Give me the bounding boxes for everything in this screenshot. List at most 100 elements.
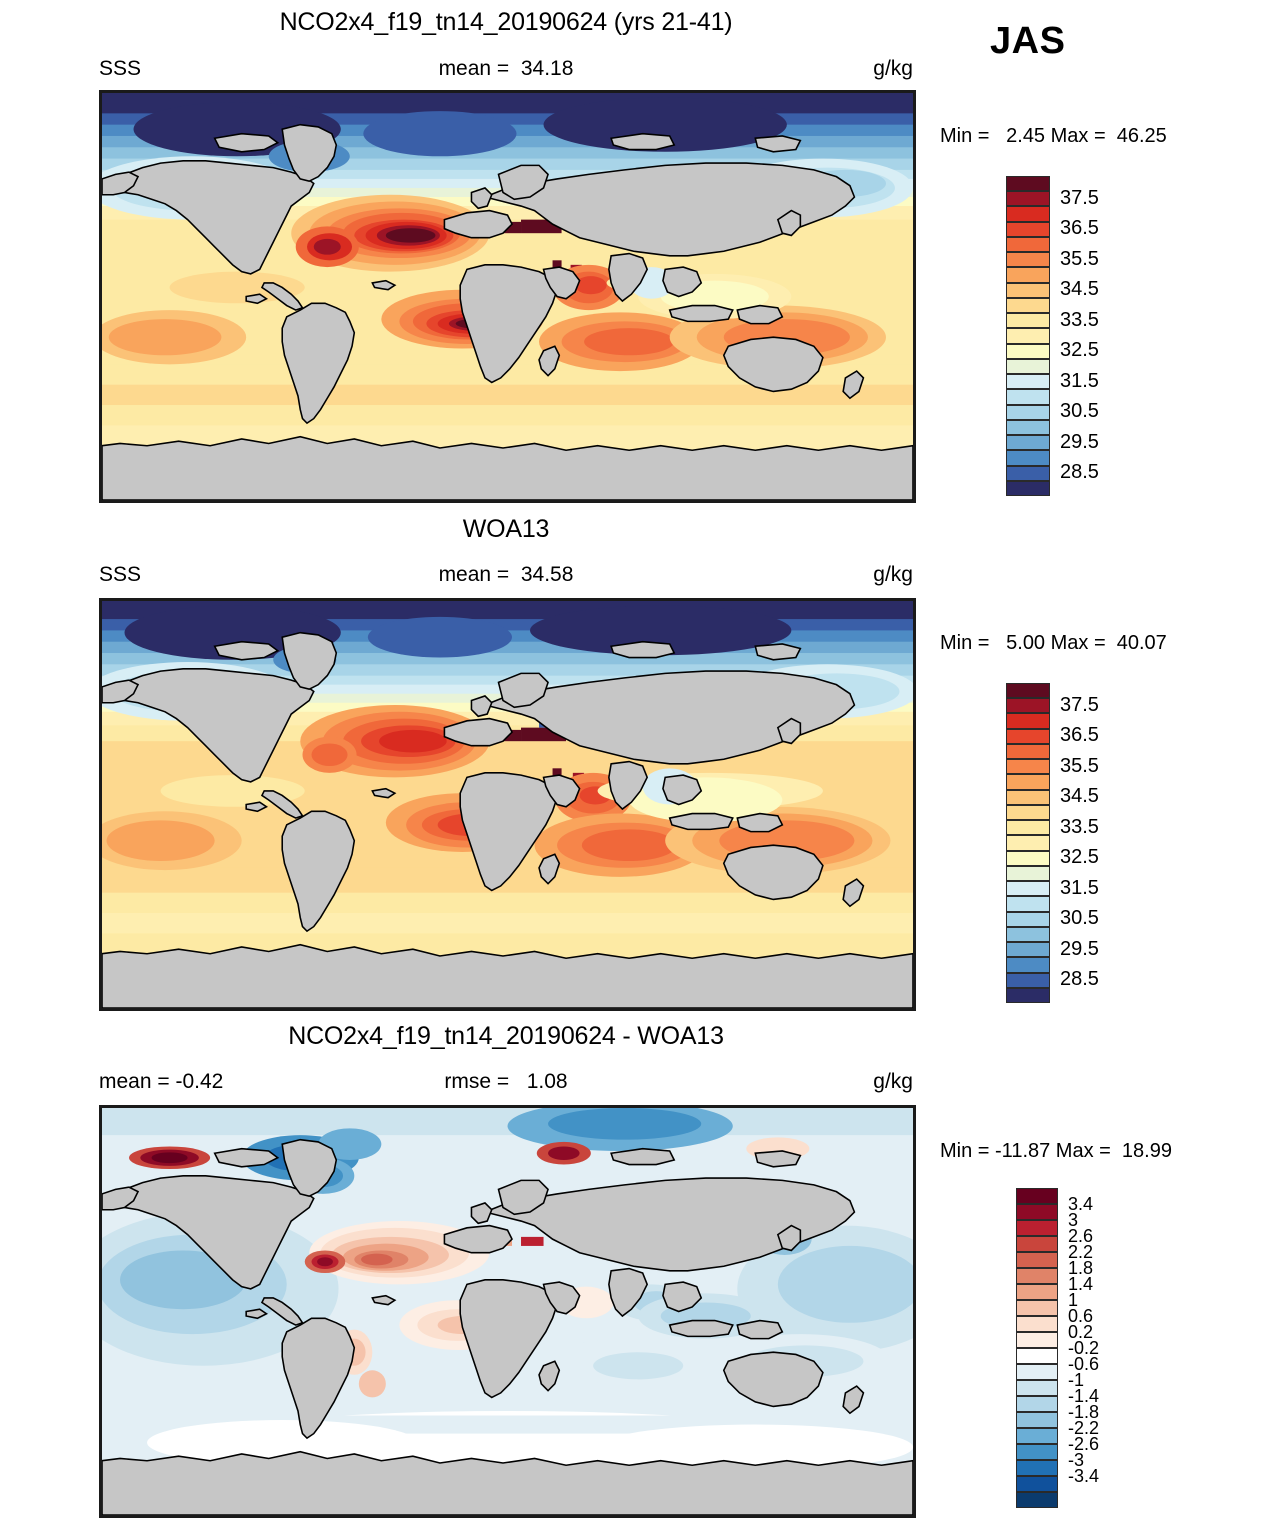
colorbar-segment — [1006, 759, 1050, 775]
colorbar-tick-label: 3 — [1068, 1210, 1079, 1230]
colorbar-tick-label: 35.5 — [1060, 754, 1099, 777]
colorbar-segment — [1016, 1332, 1058, 1348]
colorbar-tick-label: 0.2 — [1068, 1322, 1094, 1342]
map-model — [99, 90, 916, 503]
colorbar-segment — [1016, 1316, 1058, 1332]
panel-diff-title: NCO2x4_f19_tn14_20190624 - WOA13 — [288, 1022, 724, 1050]
colorbar-tick-label: 34.5 — [1060, 278, 1099, 301]
colorbar-segment — [1006, 743, 1050, 760]
colorbar-tick-label: 28.5 — [1060, 968, 1099, 991]
colorbar-segment — [1016, 1460, 1058, 1476]
colorbar-tick-label: 36.5 — [1060, 724, 1099, 747]
panel-diff-minmax: Min = -11.87 Max = 18.99 — [940, 1140, 1172, 1162]
colorbar-segment — [1006, 450, 1050, 466]
colorbar-segment — [1016, 1348, 1058, 1364]
map-obs — [99, 598, 916, 1011]
panel-obs-var-label: SSS — [99, 563, 142, 586]
colorbar-segment — [1006, 881, 1050, 897]
colorbar-segment — [1016, 1396, 1058, 1412]
colorbar-segment — [1006, 267, 1050, 283]
panel-model-mean: mean = 34.18 — [438, 57, 574, 80]
panel-model-title: NCO2x4_f19_tn14_20190624 (yrs 21-41) — [279, 8, 733, 36]
colorbar-segment — [1006, 865, 1050, 882]
panel-model-units: g/kg — [873, 57, 913, 80]
colorbar-segment — [1006, 926, 1050, 943]
colorbar-tick-label: -1 — [1068, 1370, 1085, 1390]
colorbar-segment — [1006, 789, 1050, 805]
colorbar-tick-label: 2.6 — [1068, 1226, 1094, 1246]
colorbar-tick-label: -2.6 — [1068, 1434, 1100, 1454]
colorbar-segment — [1016, 1492, 1058, 1508]
colorbar-segment — [1016, 1252, 1058, 1268]
colorbar-tick-label: 29.5 — [1060, 430, 1099, 453]
colorbar-segment — [1006, 804, 1050, 821]
colorbar-segment — [1006, 987, 1050, 1003]
colorbar-segment — [1006, 404, 1050, 420]
colorbar-segment — [1016, 1428, 1058, 1444]
colorbar-segment — [1006, 282, 1050, 298]
map-obs-canvas — [102, 601, 913, 1008]
season-label: JAS — [990, 20, 1066, 62]
panel-diff-rmse: rmse = 1.08 — [444, 1070, 568, 1093]
colorbar-tick-label: 31.5 — [1060, 876, 1099, 899]
panel-diff-mean: mean = -0.42 — [99, 1070, 224, 1093]
colorbar-segment — [1006, 820, 1050, 836]
colorbar-segment — [1016, 1268, 1058, 1284]
colorbar-tick-label: 0.6 — [1068, 1306, 1094, 1326]
colorbar-segment — [1006, 343, 1050, 359]
panel-obs-minmax: Min = 5.00 Max = 40.07 — [940, 632, 1167, 654]
colorbar-segment — [1006, 480, 1050, 496]
colorbar-segment — [1006, 176, 1050, 192]
colorbar-tick-label: -1.4 — [1068, 1386, 1100, 1406]
colorbar-tick-label: 34.5 — [1060, 785, 1099, 808]
colorbar-tick-label: -0.6 — [1068, 1354, 1100, 1374]
colorbar-tick-label: 2.2 — [1068, 1242, 1094, 1262]
colorbar-segment — [1006, 252, 1050, 268]
colorbar-tick-label: 30.5 — [1060, 400, 1099, 423]
colorbar-tick-label: 36.5 — [1060, 217, 1099, 240]
colorbar-tick-label: 31.5 — [1060, 369, 1099, 392]
colorbar-segment — [1006, 774, 1050, 790]
colorbar-segment — [1006, 313, 1050, 329]
colorbar-segment — [1006, 358, 1050, 375]
colorbar-segment — [1006, 221, 1050, 237]
colorbar-segment — [1016, 1284, 1058, 1300]
colorbar-segment — [1006, 683, 1050, 699]
colorbar-segment — [1016, 1188, 1058, 1204]
colorbar-segment — [1016, 1364, 1058, 1380]
colorbar-segment — [1006, 419, 1050, 436]
colorbar-tick-label: 1.8 — [1068, 1258, 1094, 1278]
colorbar-segment — [1006, 713, 1050, 729]
colorbar-tick-label: 32.5 — [1060, 846, 1099, 869]
colorbar-segment — [1006, 911, 1050, 927]
colorbar-segment — [1006, 465, 1050, 481]
colorbar-tick-label: -1.8 — [1068, 1402, 1100, 1422]
panel-obs-title: WOA13 — [462, 515, 550, 543]
colorbar-obs: 37.5 36.5 35.5 34.5 33.5 32.5 31.5 30.5 29.5 28.5 — [1006, 683, 1099, 1003]
colorbar-segment — [1006, 942, 1050, 958]
colorbar-tick-label: 37.5 — [1060, 186, 1099, 209]
colorbar-segment — [1006, 835, 1050, 851]
colorbar-segment — [1006, 206, 1050, 222]
colorbar-tick-label: -2.2 — [1068, 1418, 1100, 1438]
colorbar-segment — [1006, 297, 1050, 314]
panel-diff-units: g/kg — [873, 1070, 913, 1093]
colorbar-tick-label: 33.5 — [1060, 815, 1099, 838]
colorbar-segment — [1016, 1220, 1058, 1236]
colorbar-segment — [1006, 191, 1050, 207]
colorbar-tick-label: 1.4 — [1068, 1274, 1094, 1294]
panel-model-minmax: Min = 2.45 Max = 46.25 — [940, 125, 1167, 147]
colorbar-segment — [1016, 1204, 1058, 1220]
colorbar-diff: 3.4 3 2.6 2.2 1.8 1.4 1 0.6 0.2 -0.2 -0.6 -1 -1.4 -1.… — [1016, 1188, 1099, 1508]
colorbar-segment — [1016, 1444, 1058, 1460]
colorbar-segment — [1006, 698, 1050, 714]
panel-model-var-label: SSS — [99, 57, 142, 80]
colorbar-tick-label: -0.2 — [1068, 1338, 1100, 1358]
colorbar-tick-label: -3.4 — [1068, 1466, 1100, 1486]
colorbar-segment — [1006, 389, 1050, 405]
colorbar-segment — [1006, 328, 1050, 344]
colorbar-segment — [1016, 1412, 1058, 1428]
colorbar-segment — [1006, 957, 1050, 973]
colorbar-tick-label: 1 — [1068, 1290, 1079, 1310]
colorbar-segment — [1016, 1476, 1058, 1492]
